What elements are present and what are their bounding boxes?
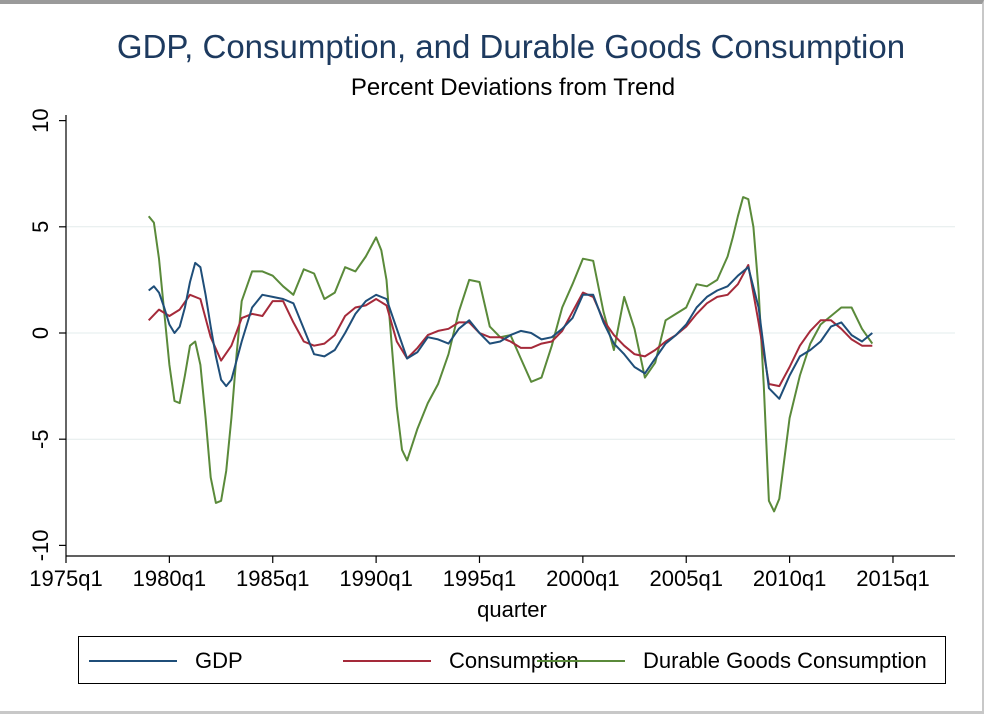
legend-label-durable-goods: Durable Goods Consumption (643, 648, 927, 673)
y-tick-label: -5 (28, 429, 53, 449)
axes: -10 -5 0 5 10 1975q1 1980q1 1985q1 1990q1 1995q1 2… (28, 108, 955, 591)
legend-swatch-durable-goods (537, 660, 625, 662)
x-tick-label: 2015q1 (856, 566, 929, 591)
chart-title: GDP, Consumption, and Durable Goods Cons… (116, 28, 906, 65)
x-tick-label: 2000q1 (546, 566, 619, 591)
x-tick-label: 2005q1 (650, 566, 723, 591)
legend-item-gdp: GDP (89, 637, 243, 685)
series-line-gdp (148, 261, 873, 400)
x-tick-label: 1985q1 (236, 566, 309, 591)
legend-label-gdp: GDP (195, 648, 243, 673)
plot-area: -10 -5 0 5 10 1975q1 1980q1 1985q1 1990q1 1995q1 2… (28, 108, 955, 622)
y-tick-label: 5 (28, 221, 53, 233)
legend: GDP Consumption Durable Goods Consumptio… (78, 636, 946, 684)
series-lines (147, 196, 874, 513)
x-tick-label: 1980q1 (133, 566, 206, 591)
x-tick-label: 1995q1 (443, 566, 516, 591)
legend-swatch-consumption (343, 660, 431, 662)
legend-swatch-gdp (89, 660, 177, 662)
legend-item-durable-goods: Durable Goods Consumption (537, 637, 927, 685)
x-tick-label: 1990q1 (339, 566, 412, 591)
x-tick-label: 2010q1 (753, 566, 826, 591)
series-line-durable-goods-consumption (147, 196, 874, 513)
gridlines (66, 226, 955, 440)
y-tick-label: 10 (28, 108, 53, 132)
y-tick-label: 0 (28, 327, 53, 339)
x-tick-label: 1975q1 (29, 566, 102, 591)
chart-subtitle: Percent Deviations from Trend (350, 74, 676, 101)
y-tick-label: -10 (28, 529, 53, 561)
x-axis-label: quarter (477, 597, 547, 622)
